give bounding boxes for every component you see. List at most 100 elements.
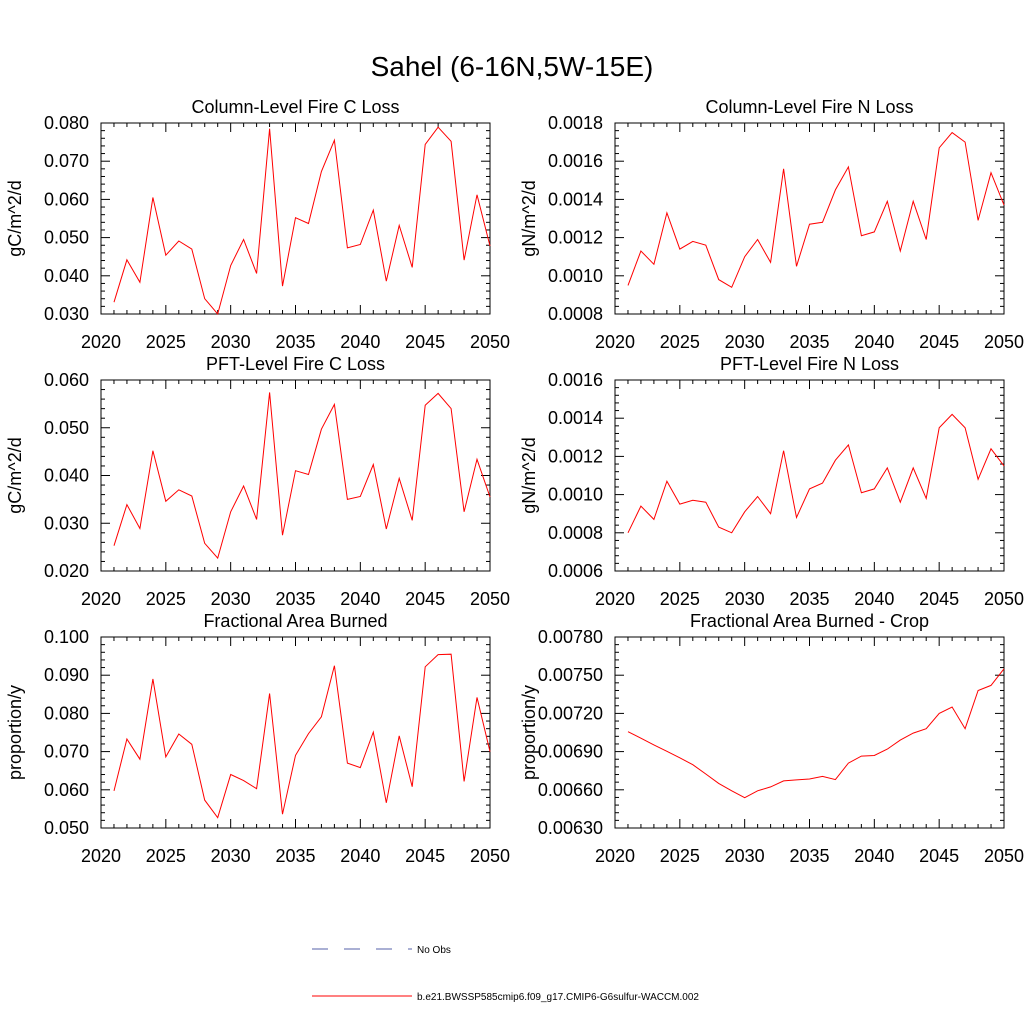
y-tick-label: 0.00660 <box>538 780 603 800</box>
panel-title: PFT-Level Fire N Loss <box>720 354 899 374</box>
x-tick-label: 2025 <box>146 846 186 866</box>
x-tick-label: 2040 <box>854 846 894 866</box>
y-tick-label: 0.050 <box>44 228 89 248</box>
x-tick-label: 2045 <box>919 589 959 609</box>
y-axis-label: proportion/y <box>5 685 25 780</box>
y-tick-label: 0.0016 <box>548 370 603 390</box>
panel-3: 2020 2025 2030 2035 2040 2045 2050 0.020 0.030 0.… <box>5 354 510 609</box>
y-tick-label: 0.0008 <box>548 304 603 324</box>
y-tick-label: 0.080 <box>44 113 89 133</box>
y-tick-label: 0.0014 <box>548 189 603 209</box>
series-line <box>627 413 1005 534</box>
y-tick-label: 0.0008 <box>548 523 603 543</box>
plot-frame <box>614 379 1005 572</box>
x-tick-label: 2035 <box>789 846 829 866</box>
y-tick-label: 0.040 <box>44 266 89 286</box>
series-line <box>627 131 1005 289</box>
panel-5: 2020 2025 2030 2035 2040 2045 2050 0.050 0.060 0.… <box>5 611 510 866</box>
panel-title: Fractional Area Burned - Crop <box>690 611 929 631</box>
y-tick-label: 0.0016 <box>548 151 603 171</box>
y-tick-label: 0.050 <box>44 418 89 438</box>
x-tick-label: 2045 <box>919 332 959 352</box>
y-tick-label: 0.0014 <box>548 408 603 428</box>
x-tick-label: 2050 <box>470 589 510 609</box>
y-tick-label: 0.060 <box>44 189 89 209</box>
y-tick-label: 0.070 <box>44 151 89 171</box>
series-line <box>113 126 491 316</box>
x-tick-label: 2025 <box>660 846 700 866</box>
x-tick-label: 2040 <box>340 846 380 866</box>
y-tick-label: 0.100 <box>44 627 89 647</box>
y-tick-label: 0.080 <box>44 703 89 723</box>
y-tick-label: 0.030 <box>44 513 89 533</box>
x-tick-label: 2035 <box>275 332 315 352</box>
plot-frame <box>614 636 1005 829</box>
x-tick-label: 2050 <box>984 846 1024 866</box>
y-tick-label: 0.090 <box>44 665 89 685</box>
x-tick-label: 2025 <box>146 589 186 609</box>
figure-title: Sahel (6-16N,5W-15E) <box>371 51 654 82</box>
y-tick-label: 0.0012 <box>548 446 603 466</box>
x-tick-label: 2050 <box>470 332 510 352</box>
y-tick-label: 0.060 <box>44 370 89 390</box>
x-tick-label: 2045 <box>405 589 445 609</box>
y-tick-label: 0.020 <box>44 561 89 581</box>
x-tick-label: 2040 <box>340 589 380 609</box>
panel-title: Column-Level Fire C Loss <box>191 97 399 117</box>
series-line <box>113 392 491 560</box>
y-axis-label: proportion/y <box>519 685 539 780</box>
y-tick-label: 0.0010 <box>548 485 603 505</box>
x-tick-label: 2050 <box>470 846 510 866</box>
y-axis-label: gN/m^2/d <box>519 437 539 513</box>
panel-1: 2020 2025 2030 2035 2040 2045 2050 0.030 0.040 0.… <box>5 97 510 352</box>
x-tick-label: 2030 <box>211 589 251 609</box>
x-tick-label: 2035 <box>275 589 315 609</box>
panel-2: 2020 2025 2030 2035 2040 2045 2050 0.0008 0.0010… <box>519 97 1024 352</box>
legend-no-obs-label: No Obs <box>417 945 451 956</box>
y-tick-label: 0.00630 <box>538 818 603 838</box>
x-tick-label: 2020 <box>81 846 121 866</box>
x-tick-label: 2030 <box>211 332 251 352</box>
x-tick-label: 2030 <box>211 846 251 866</box>
plot-frame <box>614 122 1005 315</box>
x-tick-label: 2045 <box>405 332 445 352</box>
panel-title: PFT-Level Fire C Loss <box>206 354 385 374</box>
panel-title: Column-Level Fire N Loss <box>705 97 913 117</box>
x-tick-label: 2040 <box>854 589 894 609</box>
series-line <box>113 653 491 819</box>
legend-run-label: b.e21.BWSSP585cmip6.f09_g17.CMIP6-G6sulf… <box>417 992 699 1003</box>
x-tick-label: 2020 <box>595 332 635 352</box>
y-tick-label: 0.070 <box>44 742 89 762</box>
y-tick-label: 0.0006 <box>548 561 603 581</box>
y-tick-label: 0.050 <box>44 818 89 838</box>
y-tick-label: 0.00780 <box>538 627 603 647</box>
x-tick-label: 2020 <box>595 589 635 609</box>
x-tick-label: 2025 <box>146 332 186 352</box>
x-tick-label: 2045 <box>405 846 445 866</box>
x-tick-label: 2025 <box>660 332 700 352</box>
legend: No Obs b.e21.BWSSP585cmip6.f09_g17.CMIP6… <box>312 945 699 1003</box>
plot-frame <box>100 636 491 829</box>
y-tick-label: 0.00750 <box>538 665 603 685</box>
panel-4: 2020 2025 2030 2035 2040 2045 2050 0.0006 0.0008… <box>519 354 1024 609</box>
x-tick-label: 2020 <box>81 332 121 352</box>
y-axis-label: gC/m^2/d <box>5 180 25 256</box>
x-tick-label: 2030 <box>725 589 765 609</box>
y-tick-label: 0.00690 <box>538 742 603 762</box>
x-tick-label: 2040 <box>854 332 894 352</box>
y-axis-label: gC/m^2/d <box>5 437 25 513</box>
panel-title: Fractional Area Burned <box>203 611 387 631</box>
series-line <box>627 668 1005 799</box>
x-tick-label: 2030 <box>725 332 765 352</box>
y-tick-label: 0.0010 <box>548 266 603 286</box>
x-tick-label: 2040 <box>340 332 380 352</box>
x-tick-label: 2035 <box>789 332 829 352</box>
y-axis-label: gN/m^2/d <box>519 180 539 256</box>
x-tick-label: 2050 <box>984 589 1024 609</box>
y-tick-label: 0.0012 <box>548 228 603 248</box>
x-tick-label: 2020 <box>595 846 635 866</box>
x-tick-label: 2035 <box>789 589 829 609</box>
panel-6: 2020 2025 2030 2035 2040 2045 2050 0.00630 0.006… <box>519 611 1024 866</box>
y-tick-label: 0.060 <box>44 780 89 800</box>
